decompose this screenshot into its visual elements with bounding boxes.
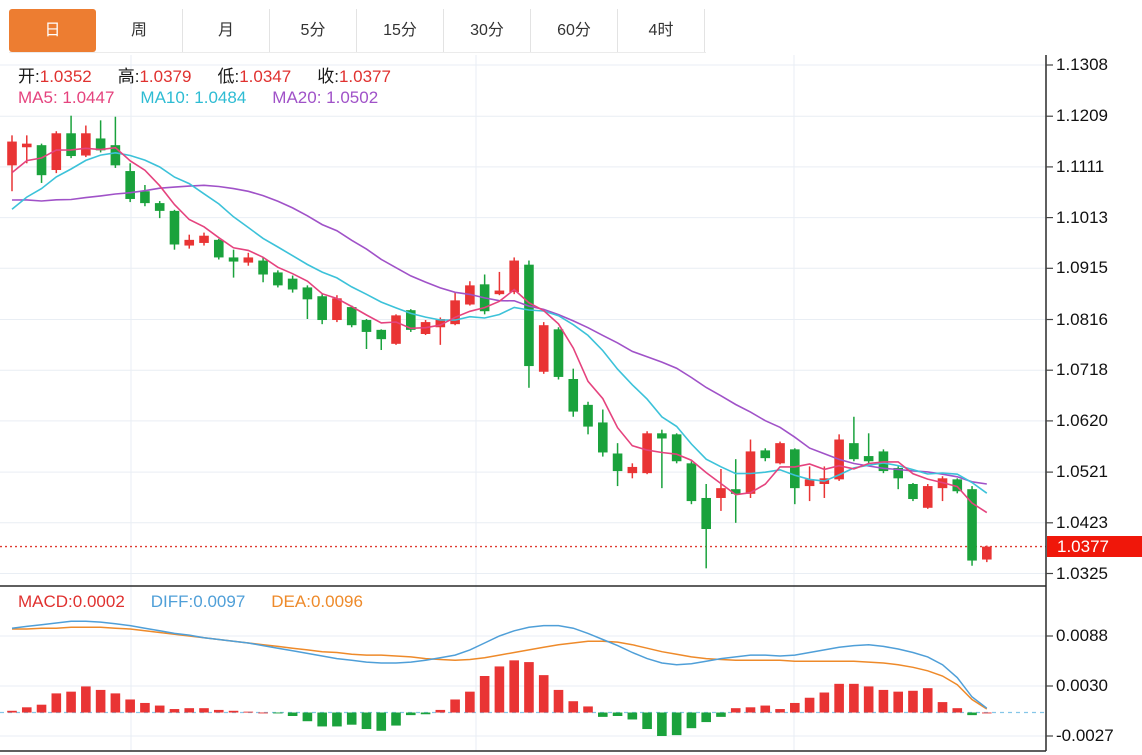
tab-5min[interactable]: 5分: [270, 9, 357, 52]
close-label: 收:: [317, 67, 339, 86]
price-tick-label: 1.1308: [1056, 55, 1108, 74]
tab-15min[interactable]: 15分: [357, 9, 444, 52]
last-price-badge: 1.0377: [1047, 536, 1142, 558]
low-label: 低:: [217, 67, 240, 86]
tab-4hour[interactable]: 4时: [618, 9, 705, 52]
tab-month[interactable]: 月: [183, 9, 270, 52]
price-tick-label: 1.0325: [1056, 563, 1108, 583]
macd-tick-label: 0.0088: [1056, 626, 1108, 645]
high-value: 1.0379: [139, 67, 192, 86]
timeframe-tabbar: 日 周 月 5分 15分 30分 60分 4时: [9, 9, 706, 53]
low-value: 1.0347: [239, 67, 292, 86]
ma-legend: MA5: 1.0447 MA10: 1.0484 MA20: 1.0502: [18, 88, 404, 108]
price-tick-label: 1.1013: [1056, 207, 1108, 227]
price-tick-label: 1.0620: [1056, 410, 1108, 430]
tab-60min[interactable]: 60分: [531, 9, 618, 52]
ma10-value: 1.0484: [194, 88, 247, 107]
close-value: 1.0377: [338, 67, 391, 86]
macd-legend: MACD:0.0002 DIFF:0.0097 DEA:0.0096: [18, 592, 389, 612]
macd-tick-label: -0.0027: [1056, 726, 1114, 745]
ma5-label: MA5:: [18, 88, 58, 107]
diff-label: DIFF:: [150, 592, 194, 611]
high-label: 高:: [117, 67, 140, 86]
price-tick-label: 1.1209: [1056, 106, 1108, 126]
tab-day[interactable]: 日: [9, 9, 96, 52]
open-value: 1.0352: [39, 67, 92, 86]
ma10-label: MA10:: [140, 88, 190, 107]
ma5-value: 1.0447: [62, 88, 115, 107]
macd-tick-label: 0.0030: [1056, 676, 1108, 695]
ma20-label: MA20:: [272, 88, 322, 107]
price-tick-label: 1.0423: [1056, 512, 1108, 532]
dea-label: DEA:: [271, 592, 311, 611]
macd-value: 0.0002: [72, 592, 125, 611]
price-tick-label: 1.1111: [1056, 156, 1105, 176]
diff-value: 0.0097: [193, 592, 246, 611]
dea-value: 0.0096: [310, 592, 363, 611]
price-tick-label: 1.0718: [1056, 360, 1108, 380]
macd-label: MACD:: [18, 592, 73, 611]
price-tick-label: 1.0816: [1056, 309, 1108, 329]
tab-week[interactable]: 周: [96, 9, 183, 52]
open-label: 开:: [18, 67, 40, 86]
ma20-value: 1.0502: [326, 88, 379, 107]
price-tick-label: 1.0915: [1056, 258, 1108, 278]
tab-30min[interactable]: 30分: [444, 9, 531, 52]
price-tick-label: 1.0521: [1056, 462, 1108, 482]
ohlc-legend: 开:1.0352 高:1.0379 低:1.0347 收:1.0377: [18, 62, 417, 87]
